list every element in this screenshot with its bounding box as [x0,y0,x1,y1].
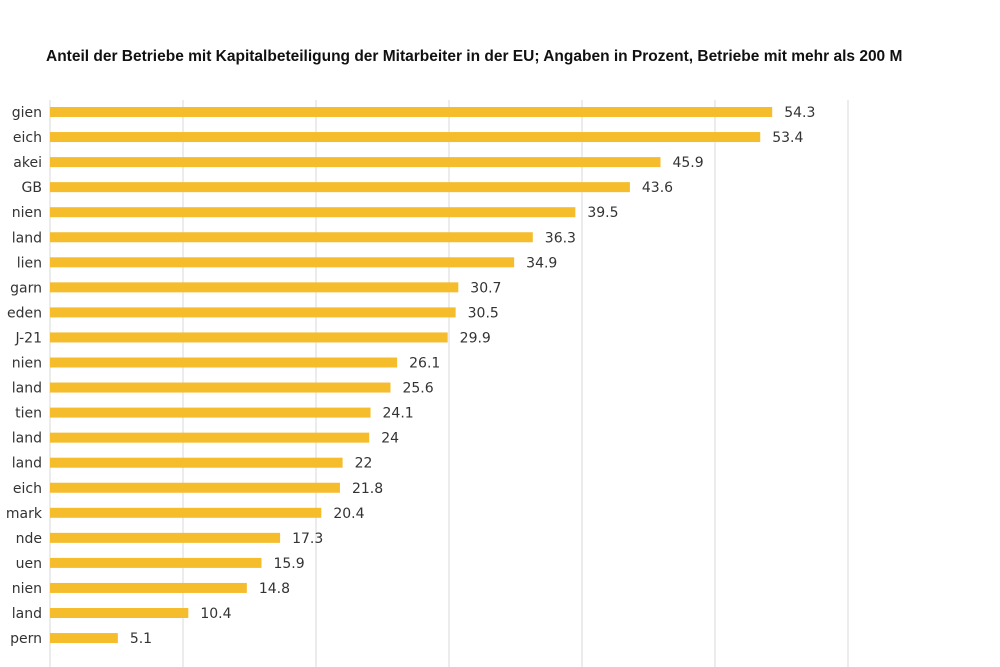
bars [50,107,773,644]
category-label-20: nien [12,581,42,597]
value-label-21: 10.4 [200,606,231,622]
bar-2 [50,132,761,143]
category-label-21: land [12,606,42,622]
bar-4 [50,182,630,193]
bar-6 [50,232,533,243]
value-label-10: 29.9 [460,330,491,346]
value-label-1: 54.3 [784,105,815,121]
category-label-11: nien [12,356,42,372]
category-label-15: land [12,456,42,472]
bar-12 [50,382,391,393]
value-label-20: 14.8 [259,581,290,597]
bar-20 [50,582,247,593]
category-label-13: tien [15,406,42,422]
category-label-10: J-21 [15,330,43,346]
bar-1 [50,107,773,117]
bar-8 [50,282,459,293]
value-label-17: 20.4 [333,506,364,522]
value-label-5: 39.5 [587,205,618,221]
bar-17 [50,507,322,518]
value-label-2: 53.4 [772,130,803,146]
bar-5 [50,207,576,218]
category-label-3: akei [13,155,42,171]
value-label-3: 45.9 [672,155,703,171]
category-label-6: land [12,230,42,246]
value-label-19: 15.9 [273,556,304,572]
bar-3 [50,157,661,168]
value-label-6: 36.3 [545,230,576,246]
category-label-17: mark [6,506,43,522]
value-label-16: 21.8 [352,481,383,497]
category-label-4: GB [22,180,42,196]
value-label-8: 30.7 [470,280,501,296]
category-label-12: land [12,381,42,397]
category-label-8: garn [10,280,42,296]
value-label-15: 22 [355,456,373,472]
category-label-9: eden [7,305,42,321]
value-label-18: 17.3 [292,531,323,547]
labels: gien 54.3 eich 53.4 akei 45.9 GB 43.6 nien 39.5 la… [6,105,815,647]
bar-14 [50,432,370,443]
bar-16 [50,482,340,493]
value-label-14: 24 [381,431,399,447]
category-label-1: gien [12,105,42,121]
bar-22 [50,633,118,644]
category-label-2: eich [13,130,42,146]
value-label-11: 26.1 [409,356,440,372]
category-label-18: nde [16,531,42,547]
category-label-19: uen [16,556,42,572]
category-label-16: eich [13,481,42,497]
bar-13 [50,407,371,418]
category-label-14: land [12,431,42,447]
bar-9 [50,307,456,318]
bar-10 [50,332,448,343]
bar-21 [50,608,189,618]
value-label-9: 30.5 [468,305,499,321]
category-label-5: nien [12,205,42,221]
category-label-7: lien [17,255,42,271]
value-label-7: 34.9 [526,255,557,271]
value-label-13: 24.1 [383,406,414,422]
value-label-4: 43.6 [642,180,673,196]
value-label-12: 25.6 [402,381,433,397]
bar-7 [50,257,515,268]
bar-11 [50,357,398,368]
value-label-22: 5.1 [130,631,152,647]
bar-19 [50,557,262,568]
chart-title: Anteil der Betriebe mit Kapitalbeteiligu… [46,48,903,65]
bar-15 [50,457,343,468]
category-label-22: pern [10,631,42,647]
bar-18 [50,532,281,543]
